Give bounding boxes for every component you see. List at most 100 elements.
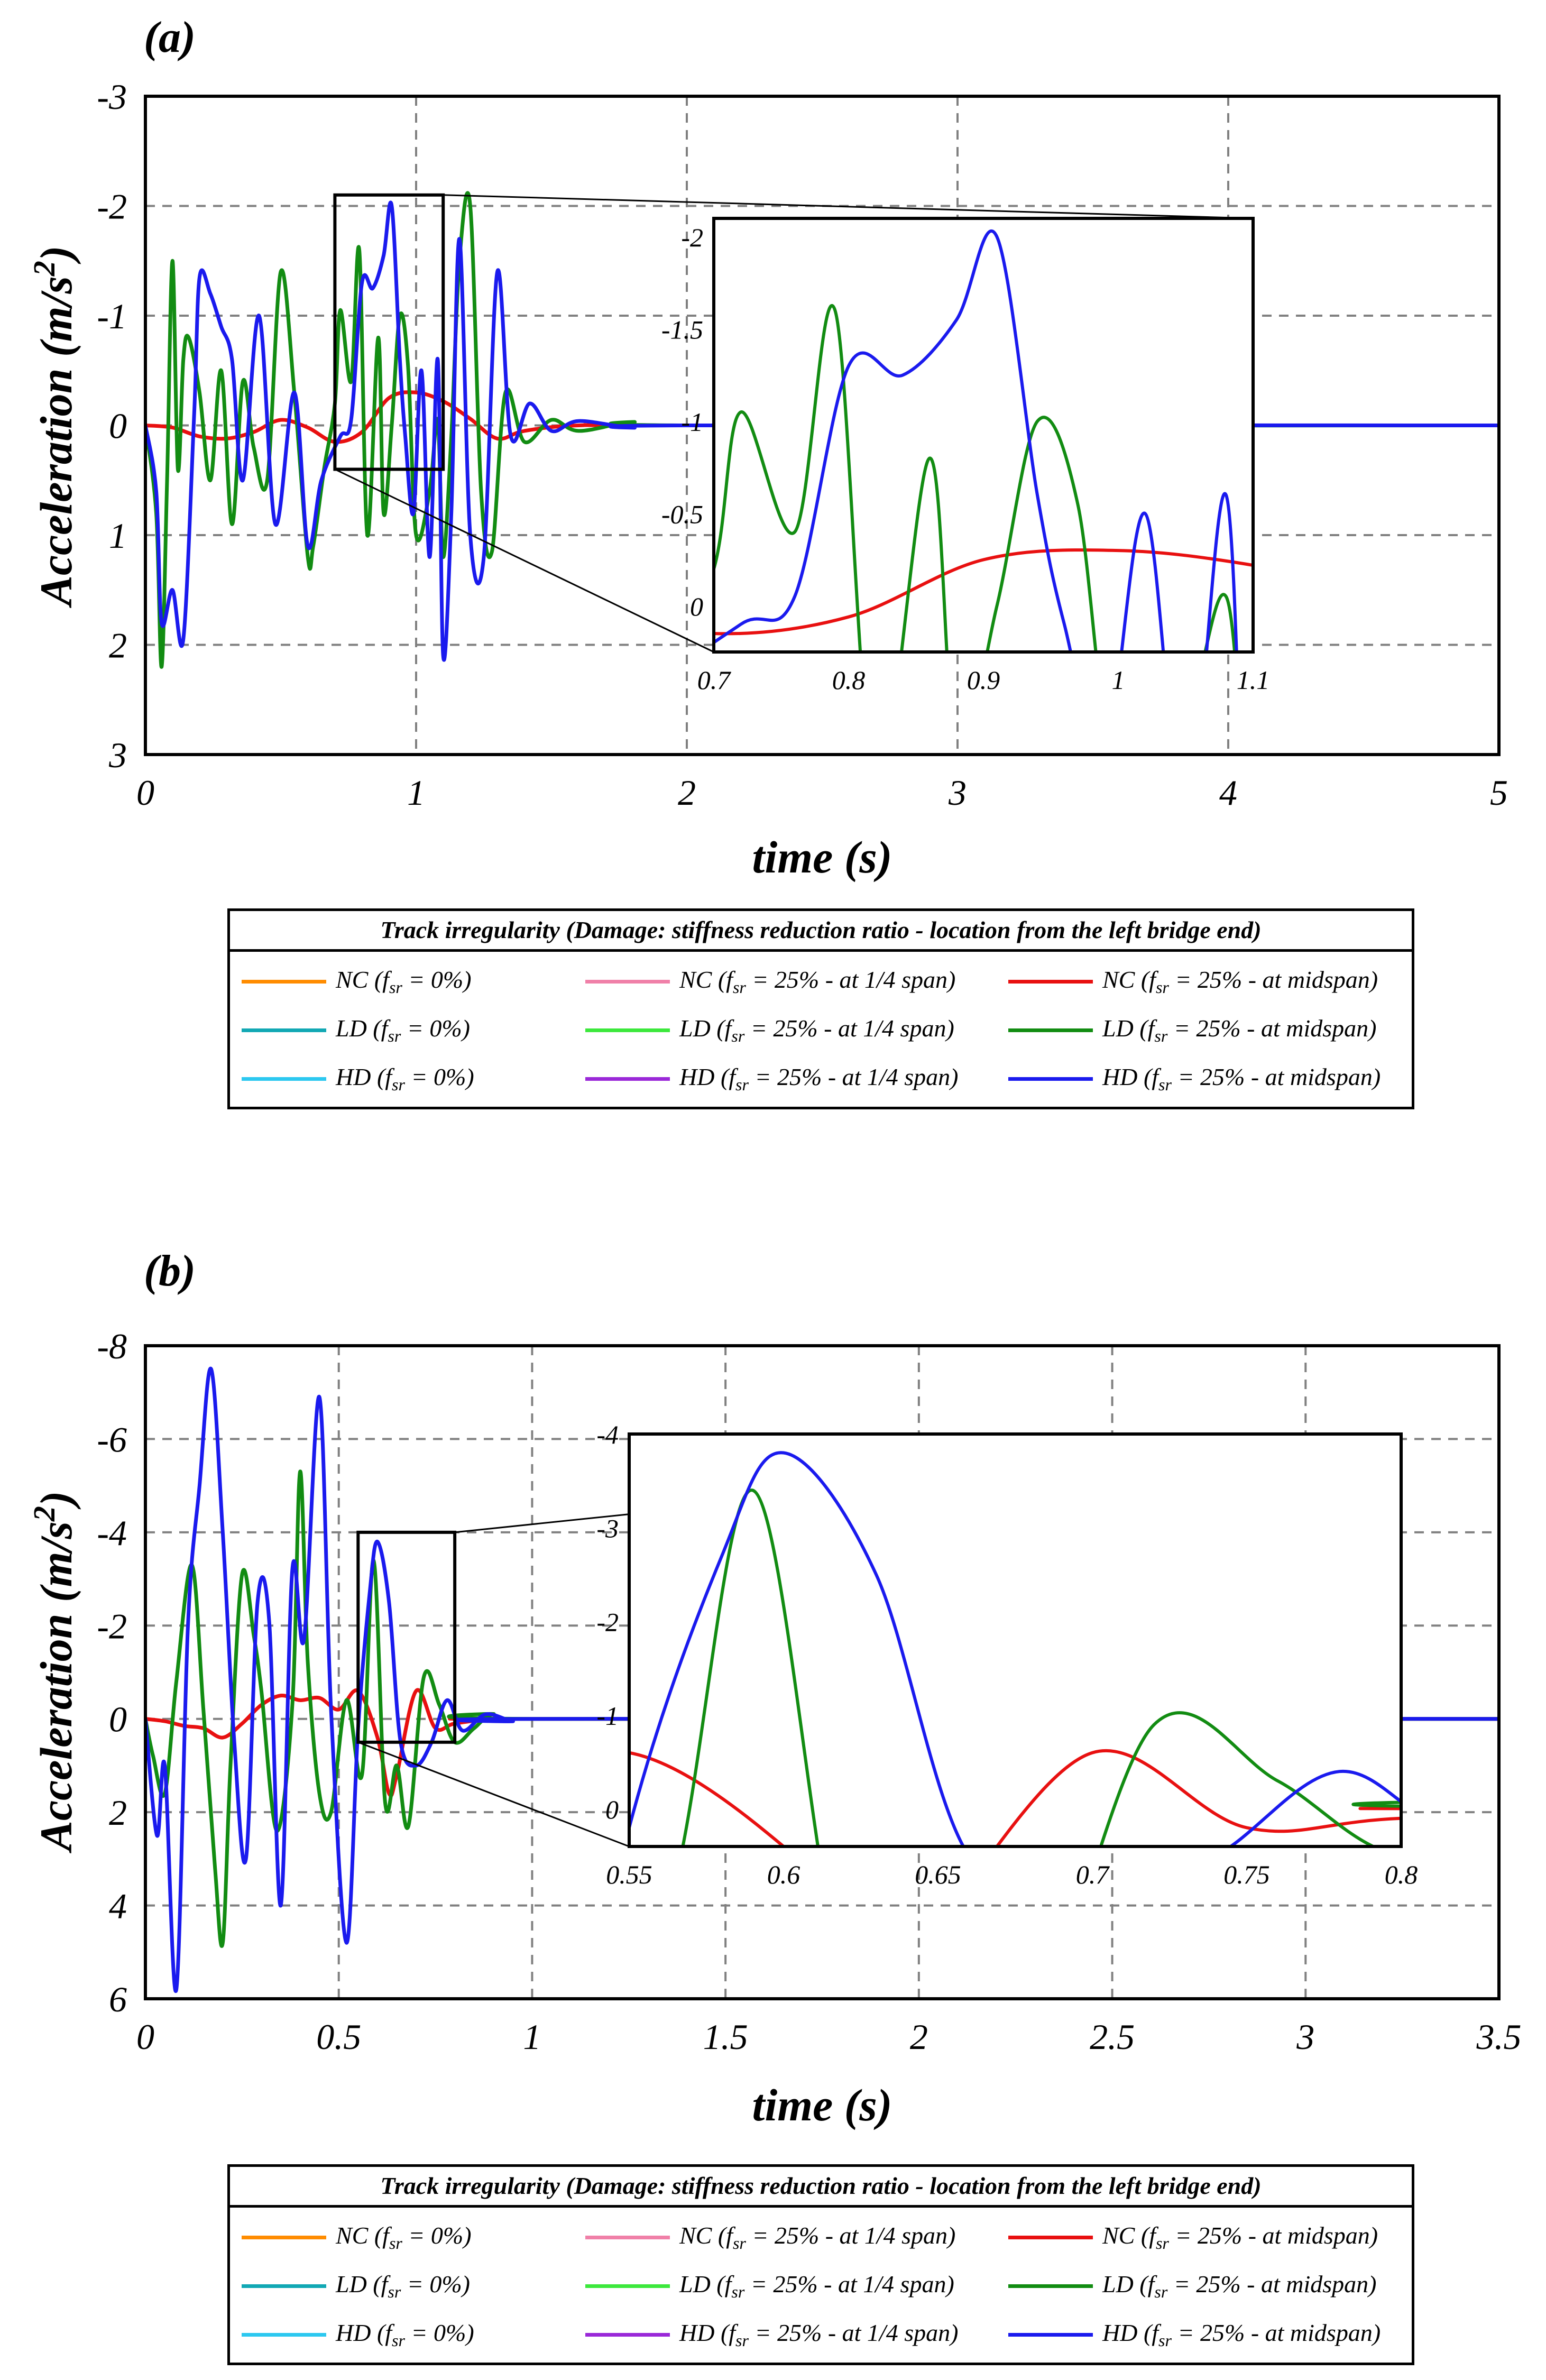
legend-label: LD (fsr = 25% - at midspan): [1102, 2270, 1377, 2302]
x-tick-label: 4: [1219, 773, 1237, 813]
legend-title: Track irregularity (Damage: stiffness re…: [230, 2167, 1412, 2208]
legend-label: NC (fsr = 0%): [336, 2221, 472, 2253]
zoom-box: [356, 1530, 457, 1744]
legend-grid: NC (fsr = 0%) NC (fsr = 25% - at 1/4 span…: [230, 2208, 1412, 2359]
legend-label: HD (fsr = 0%): [336, 1063, 474, 1095]
legend-swatch: [1008, 1028, 1093, 1032]
y-tick-label: 0: [109, 406, 127, 446]
plot-frame: [144, 95, 1501, 756]
x-tick-label: 3: [1296, 2017, 1314, 2057]
inset-x-tick-label: 0.7: [697, 665, 732, 695]
inset-series-group: [714, 229, 1253, 652]
y-axis-label: Acceleration (m/s2): [27, 1491, 81, 1853]
legend-item: HD (fsr = 25% - at midspan): [997, 1054, 1409, 1103]
plot-frame: [144, 1344, 1501, 2000]
y-tick-label: -6: [97, 1419, 127, 1459]
legend-item: NC (fsr = 0%): [230, 2213, 574, 2262]
panel-b-letter: (b): [144, 1246, 196, 1295]
legend-label: NC (fsr = 25% - at 1/4 span): [679, 2221, 956, 2253]
y-tick-label: -4: [97, 1513, 127, 1553]
inset-x-tick-label: 0.7: [1076, 1860, 1110, 1889]
legend-label: HD (fsr = 25% - at 1/4 span): [679, 1063, 959, 1095]
zoom-connector-bottom: [334, 468, 714, 653]
legend-swatch: [585, 979, 670, 984]
legend-label: LD (fsr = 25% - at 1/4 span): [679, 1014, 954, 1046]
legend-swatch: [585, 2284, 670, 2288]
x-tick-label: 5: [1490, 773, 1508, 813]
legend-item: LD (fsr = 25% - at 1/4 span): [574, 1006, 997, 1054]
x-tick-label: 0.5: [316, 2017, 361, 2057]
series-line-hd: [145, 200, 1499, 662]
legend-item: LD (fsr = 0%): [230, 1006, 574, 1054]
legend-item: HD (fsr = 25% - at 1/4 span): [574, 1054, 997, 1103]
x-axis-label: time (s): [752, 832, 892, 883]
legend-item: LD (fsr = 25% - at 1/4 span): [574, 2262, 997, 2310]
inset-x-tick-label: 1: [1112, 665, 1125, 695]
legend-swatch: [242, 2284, 326, 2288]
inset-y-tick-label: -1: [681, 407, 703, 437]
y-tick-label: -3: [97, 77, 127, 117]
inset-y-tick-label: -2: [596, 1607, 619, 1637]
inset-x-tick-label: 1.1: [1237, 665, 1270, 695]
chart-panel-a: 0 1 2 3 4 5 -3 -2 -1 0 1 2 3 time (s) Acceleration (m/…: [27, 77, 1508, 883]
x-tick-label: 1: [523, 2017, 541, 2057]
y-tick-label: 0: [109, 1699, 127, 1740]
y-tick-label: 4: [109, 1886, 127, 1926]
panel-a-letter: (a): [144, 13, 196, 62]
legend-label: HD (fsr = 25% - at midspan): [1102, 1063, 1381, 1095]
legend-label: LD (fsr = 0%): [336, 2270, 470, 2302]
legend-item: HD (fsr = 0%): [230, 1054, 574, 1103]
y-tick-label: -2: [97, 1606, 127, 1646]
legend-item: LD (fsr = 0%): [230, 2262, 574, 2310]
legend-swatch: [242, 1077, 326, 1081]
inset-x-tick-label: 0.55: [606, 1860, 652, 1889]
legend-item: HD (fsr = 25% - at midspan): [997, 2310, 1409, 2359]
inset-x-tick-label: 0.9: [967, 665, 1000, 695]
zoom-connector-bottom: [357, 1741, 630, 1848]
legend-swatch: [242, 979, 326, 984]
legend-b: Track irregularity (Damage: stiffness re…: [227, 2164, 1414, 2365]
legend-title: Track irregularity (Damage: stiffness re…: [230, 911, 1412, 952]
legend-item: LD (fsr = 25% - at midspan): [997, 2262, 1409, 2310]
inset-y-tick-label: -4: [596, 1420, 619, 1449]
legend-swatch: [242, 2332, 326, 2337]
legend-label: NC (fsr = 25% - at midspan): [1102, 2221, 1378, 2253]
legend-swatch: [1008, 2284, 1093, 2288]
series-line-hd: [145, 1366, 1499, 1993]
inset-y-tick-label: 0: [690, 592, 703, 621]
legend-swatch: [1008, 1077, 1093, 1081]
x-tick-label: 2.5: [1090, 2017, 1135, 2057]
inset-x-tick-label: 0.8: [1385, 1860, 1418, 1889]
x-tick-label: 1: [407, 773, 425, 813]
y-tick-label: -2: [97, 187, 127, 227]
legend-item: NC (fsr = 25% - at midspan): [997, 957, 1409, 1006]
legend-item: NC (fsr = 25% - at 1/4 span): [574, 2213, 997, 2262]
legend-label: LD (fsr = 25% - at 1/4 span): [679, 2270, 954, 2302]
legend-swatch: [585, 2332, 670, 2337]
x-tick-label: 0: [136, 2017, 154, 2057]
inset-background: [714, 218, 1253, 652]
x-tick-label: 3.5: [1476, 2017, 1522, 2057]
x-tick-label: 1.5: [703, 2017, 748, 2057]
x-tick-label: 2: [910, 2017, 928, 2057]
inset-y-tick-label: 0: [605, 1795, 619, 1824]
legend-label: NC (fsr = 0%): [336, 966, 472, 997]
inset-y-tick-label: -2: [681, 223, 703, 252]
legend-swatch: [242, 1028, 326, 1032]
inset-x-tick-label: 0.6: [767, 1860, 800, 1889]
legend-item: LD (fsr = 25% - at midspan): [997, 1006, 1409, 1054]
legend-label: NC (fsr = 25% - at 1/4 span): [679, 966, 956, 997]
legend-grid: NC (fsr = 0%) NC (fsr = 25% - at 1/4 span…: [230, 952, 1412, 1103]
legend-swatch: [585, 1028, 670, 1032]
chart-panel-b: 0 0.5 1 1.5 2 2.5 3 3.5 -8 -6 -4 -2 0 2 4 6 time (s) Acce…: [27, 1326, 1522, 2130]
inset-x-tick-label: 0.65: [915, 1860, 961, 1889]
inset-x-tick-label: 0.75: [1223, 1860, 1270, 1889]
y-tick-label: -8: [97, 1326, 127, 1366]
y-tick-label: 6: [109, 1979, 127, 2019]
zoom-connector-top: [443, 194, 1254, 219]
legend-item: NC (fsr = 25% - at midspan): [997, 2213, 1409, 2262]
x-tick-label: 2: [678, 773, 696, 813]
legend-label: LD (fsr = 0%): [336, 1014, 470, 1046]
legend-label: HD (fsr = 25% - at midspan): [1102, 2319, 1381, 2350]
